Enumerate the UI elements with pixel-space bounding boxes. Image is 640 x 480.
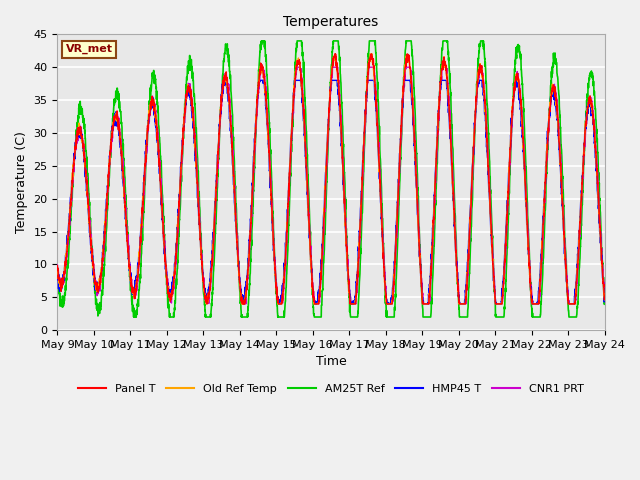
Panel T [116,133,124,139]
Panel T [531,301,539,307]
Panel T [148,98,156,104]
Panel T [54,263,61,269]
Panel T [331,51,339,57]
CNR1 PRT [531,301,539,307]
HMP45 T [220,77,228,83]
Old Ref Temp [203,301,211,307]
HMP45 T [54,265,61,271]
HMP45 T [148,97,156,103]
AM25T Ref [130,314,138,320]
HMP45 T [601,295,609,301]
HMP45 T [241,301,248,307]
Old Ref Temp [264,118,271,123]
Title: Temperatures: Temperatures [284,15,379,29]
Old Ref Temp [148,97,156,103]
CNR1 PRT [148,99,156,105]
Legend: Panel T, Old Ref Temp, AM25T Ref, HMP45 T, CNR1 PRT: Panel T, Old Ref Temp, AM25T Ref, HMP45 … [74,380,588,398]
AM25T Ref [258,38,266,44]
Panel T [601,296,609,301]
CNR1 PRT [287,144,295,150]
Old Ref Temp [54,265,61,271]
AM25T Ref [264,83,271,89]
AM25T Ref [54,265,61,271]
Old Ref Temp [287,133,295,139]
HMP45 T [531,301,539,307]
CNR1 PRT [116,129,124,135]
AM25T Ref [116,104,124,109]
Line: Old Ref Temp: Old Ref Temp [58,54,605,304]
CNR1 PRT [239,301,247,307]
AM25T Ref [531,314,539,320]
Line: HMP45 T: HMP45 T [58,80,605,304]
AM25T Ref [590,92,598,98]
Old Ref Temp [367,51,374,57]
CNR1 PRT [601,292,609,298]
Text: VR_met: VR_met [66,44,113,54]
Y-axis label: Temperature (C): Temperature (C) [15,132,28,233]
HMP45 T [590,130,598,136]
AM25T Ref [601,299,609,304]
CNR1 PRT [590,123,598,129]
Line: CNR1 PRT: CNR1 PRT [58,67,605,304]
Line: Panel T: Panel T [58,54,605,304]
Panel T [287,141,295,147]
Old Ref Temp [601,297,609,303]
CNR1 PRT [264,110,271,116]
Panel T [590,122,598,128]
CNR1 PRT [257,64,265,70]
HMP45 T [116,135,124,141]
HMP45 T [287,134,295,140]
AM25T Ref [287,141,295,147]
HMP45 T [264,130,271,135]
Panel T [264,121,271,127]
Panel T [239,301,246,307]
Old Ref Temp [116,133,124,139]
Old Ref Temp [531,301,539,307]
Old Ref Temp [590,129,598,134]
CNR1 PRT [54,262,61,268]
X-axis label: Time: Time [316,355,346,369]
Line: AM25T Ref: AM25T Ref [58,41,605,317]
AM25T Ref [148,73,156,79]
